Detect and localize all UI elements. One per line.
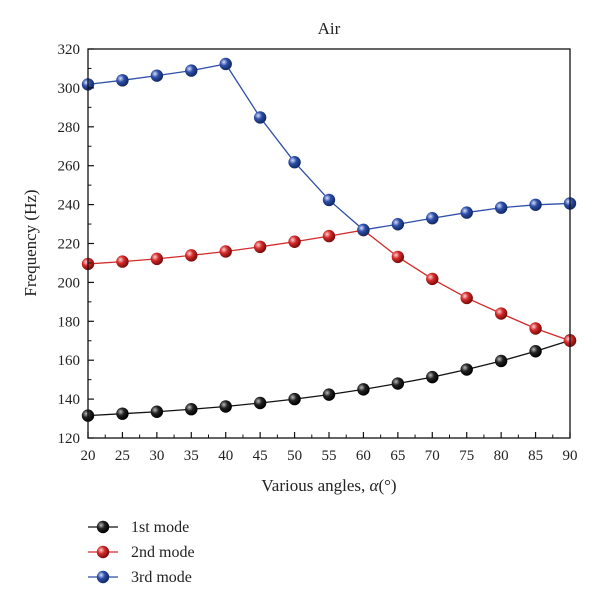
y-tick-label: 280 (58, 120, 81, 136)
data-point (494, 307, 508, 320)
data-point (185, 249, 198, 262)
data-point (116, 255, 129, 268)
data-point (529, 322, 542, 335)
x-tick-label: 40 (218, 448, 233, 464)
legend-marker-2 (96, 545, 110, 559)
data-point (219, 245, 232, 258)
data-point (288, 155, 301, 169)
data-point (460, 363, 473, 376)
data-point (529, 345, 542, 358)
y-axis-title: Frequency (Hz) (21, 189, 40, 296)
data-point (253, 240, 267, 254)
x-tick-label: 30 (149, 448, 164, 464)
data-point (426, 370, 439, 384)
x-axis: 20 25 30 35 40 45 50 55 60 65 70 75 80 85 90 (81, 432, 578, 464)
x-tick-label: 20 (81, 448, 96, 464)
x-tick-label: 85 (528, 448, 543, 464)
data-point (322, 388, 336, 401)
data-point (253, 111, 267, 124)
x-tick-label: 45 (253, 448, 268, 464)
x-tick-label: 70 (425, 448, 440, 464)
data-point (116, 407, 129, 420)
data-point (391, 218, 405, 231)
y-tick-label: 320 (58, 42, 81, 58)
legend-label-1: 1st mode (131, 519, 189, 536)
series-line-1 (87, 339, 571, 417)
x-tick-label: 90 (563, 448, 578, 464)
x-tick-label: 55 (322, 448, 337, 464)
data-point (426, 272, 439, 286)
plot-frame (87, 48, 571, 439)
data-point (460, 206, 473, 219)
y-tick-label: 300 (58, 81, 81, 97)
x-axis-title-text: Various angles, (261, 476, 369, 495)
legend: 1st mode 2nd mode 3rd mode (88, 519, 195, 586)
y-tick-label: 260 (58, 159, 81, 175)
x-tick-label: 65 (390, 448, 405, 464)
x-axis-title-unit: (°) (378, 476, 396, 495)
data-point (357, 383, 370, 396)
data-point (529, 198, 542, 211)
y-tick-label: 140 (58, 392, 81, 408)
x-tick-label: 75 (459, 448, 474, 464)
data-point (150, 69, 164, 82)
data-point (460, 291, 473, 305)
x-axis-title: Various angles, α(°) (261, 476, 396, 495)
data-point (150, 252, 164, 266)
data-point (288, 392, 301, 406)
data-point (494, 354, 508, 368)
x-tick-label: 25 (115, 448, 130, 464)
y-tick-label: 200 (58, 275, 81, 291)
x-tick-label: 50 (287, 448, 302, 464)
data-point (391, 250, 405, 264)
legend-marker-3 (96, 570, 110, 584)
legend-label-2: 2nd mode (131, 544, 195, 561)
y-tick-label: 120 (58, 431, 81, 447)
data-point (253, 396, 267, 410)
data-point (116, 74, 129, 87)
x-tick-label: 80 (494, 448, 509, 464)
x-tick-label: 35 (184, 448, 199, 464)
data-point (185, 403, 198, 416)
data-point (219, 57, 232, 71)
data-point (150, 405, 164, 418)
legend-marker-1 (96, 520, 110, 534)
data-point (288, 235, 301, 248)
y-tick-label: 220 (58, 237, 81, 253)
data-point (185, 64, 198, 77)
chart-title: Air (318, 19, 341, 38)
data-point (426, 212, 439, 225)
legend-label-3: 3rd mode (131, 569, 192, 586)
data-point (494, 201, 508, 214)
data-point (322, 193, 336, 207)
series-line-2 (87, 229, 571, 342)
y-tick-label: 240 (58, 198, 81, 214)
y-axis: 120 140 160 180 200 220 240 260 280 300 320 (58, 42, 94, 447)
data-point (219, 400, 232, 413)
alpha-symbol: α (370, 476, 380, 495)
data-point (322, 229, 336, 243)
x-tick-label: 60 (356, 448, 371, 464)
data-point (357, 223, 370, 237)
y-tick-label: 180 (58, 314, 81, 330)
y-tick-label: 160 (58, 353, 81, 369)
data-point (391, 377, 405, 390)
series-layer (81, 57, 577, 422)
